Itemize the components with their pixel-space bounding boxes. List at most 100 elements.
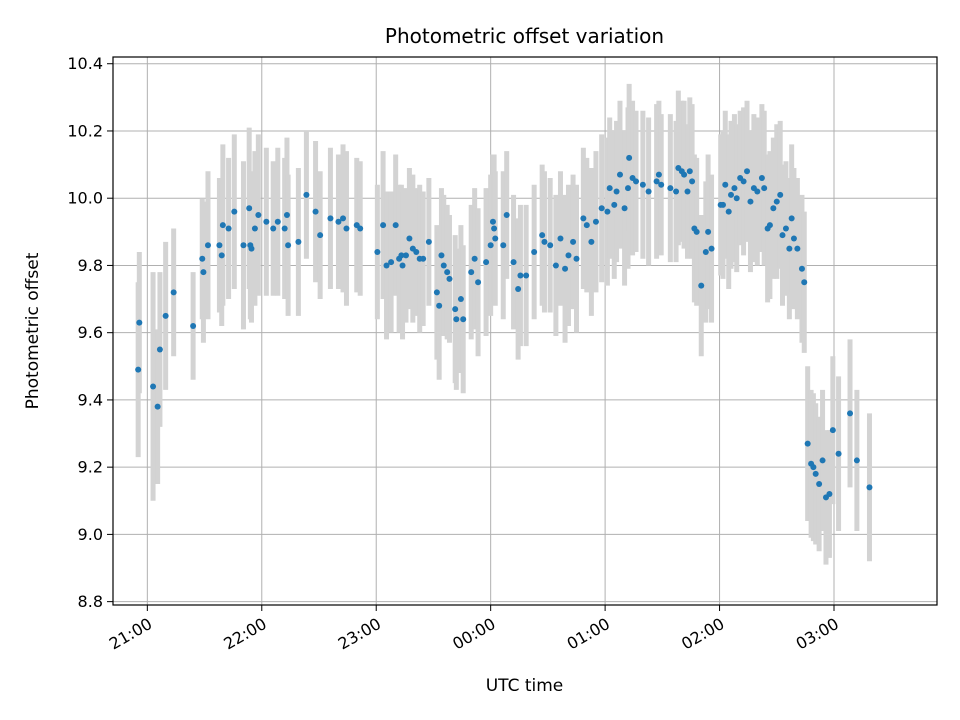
- data-point: [790, 235, 797, 242]
- data-point: [517, 272, 524, 279]
- y-tick-label: 10.2: [67, 121, 103, 140]
- data-point: [708, 245, 715, 252]
- data-point: [719, 201, 726, 208]
- y-tick-label: 9.0: [78, 525, 103, 544]
- data-point: [801, 279, 808, 286]
- data-point: [604, 208, 611, 215]
- data-point: [702, 248, 709, 255]
- data-point: [613, 188, 620, 195]
- data-point: [547, 242, 554, 249]
- data-point: [283, 212, 290, 219]
- data-point: [689, 178, 696, 185]
- data-point: [453, 316, 460, 323]
- data-point: [491, 225, 498, 232]
- data-point: [135, 366, 142, 373]
- data-point: [503, 212, 510, 219]
- data-point: [406, 235, 413, 242]
- data-point: [199, 255, 206, 262]
- data-point: [162, 312, 169, 319]
- data-point: [565, 252, 572, 259]
- data-point: [598, 205, 605, 212]
- data-point: [786, 245, 793, 252]
- y-axis-ticks: 8.8 9.0 9.2 9.4 9.6 9.8 10.0 10.2 10.4: [67, 54, 113, 611]
- data-point: [150, 383, 157, 390]
- y-tick-label: 10.4: [67, 54, 103, 73]
- data-point: [446, 275, 453, 282]
- data-point: [218, 252, 225, 259]
- data-point: [583, 222, 590, 229]
- data-point: [357, 225, 364, 232]
- data-point: [616, 171, 623, 178]
- data-point: [541, 238, 548, 245]
- data-point: [686, 168, 693, 175]
- data-point: [204, 242, 211, 249]
- data-point: [492, 235, 499, 242]
- data-point: [773, 198, 780, 205]
- data-point: [500, 242, 507, 249]
- data-point: [510, 259, 517, 266]
- data-point: [633, 178, 640, 185]
- y-axis-title: Photometric offset: [23, 252, 43, 409]
- data-point: [853, 457, 860, 464]
- data-point: [722, 181, 729, 188]
- data-point: [531, 248, 538, 255]
- data-point: [483, 259, 490, 266]
- data-point: [440, 262, 447, 269]
- data-point: [460, 316, 467, 323]
- data-point: [392, 222, 399, 229]
- data-point: [626, 154, 633, 161]
- data-point: [285, 242, 292, 249]
- y-tick-label: 9.2: [78, 458, 103, 477]
- data-point: [190, 322, 197, 329]
- data-point: [761, 185, 768, 192]
- data-point: [658, 181, 665, 188]
- data-point: [452, 306, 459, 313]
- data-point: [251, 225, 258, 232]
- data-point: [766, 222, 773, 229]
- data-point: [335, 218, 342, 225]
- data-point: [240, 242, 247, 249]
- data-point: [388, 259, 395, 266]
- data-point: [552, 262, 559, 269]
- plot-frame: [112, 56, 938, 606]
- data-point: [667, 185, 674, 192]
- data-point: [317, 232, 324, 239]
- data-point: [725, 208, 732, 215]
- data-point: [425, 238, 432, 245]
- data-point: [154, 403, 161, 410]
- data-point: [645, 188, 652, 195]
- data-point: [812, 470, 819, 477]
- y-tick-label: 8.8: [78, 592, 103, 611]
- data-point: [580, 215, 587, 222]
- data-point: [270, 225, 277, 232]
- data-point: [705, 228, 712, 235]
- data-point: [733, 195, 740, 202]
- data-point: [156, 346, 163, 353]
- data-point: [866, 484, 873, 491]
- data-point: [653, 178, 660, 185]
- data-point: [562, 265, 569, 272]
- data-point: [468, 269, 475, 276]
- data-point: [380, 222, 387, 229]
- data-point: [681, 171, 688, 178]
- data-point: [295, 238, 302, 245]
- x-axis-title: UTC time: [486, 676, 564, 696]
- data-point: [457, 296, 464, 303]
- data-point: [655, 171, 662, 178]
- data-point: [303, 191, 310, 198]
- y-tick-label: 9.4: [78, 390, 103, 409]
- data-point: [489, 218, 496, 225]
- data-point: [588, 238, 595, 245]
- data-point: [343, 225, 350, 232]
- data-point: [225, 225, 232, 232]
- data-point: [788, 215, 795, 222]
- data-point: [639, 181, 646, 188]
- data-point: [487, 242, 494, 249]
- data-point: [819, 457, 826, 464]
- data-point: [340, 215, 347, 222]
- data-point: [398, 252, 405, 259]
- data-point: [413, 248, 420, 255]
- data-point: [770, 205, 777, 212]
